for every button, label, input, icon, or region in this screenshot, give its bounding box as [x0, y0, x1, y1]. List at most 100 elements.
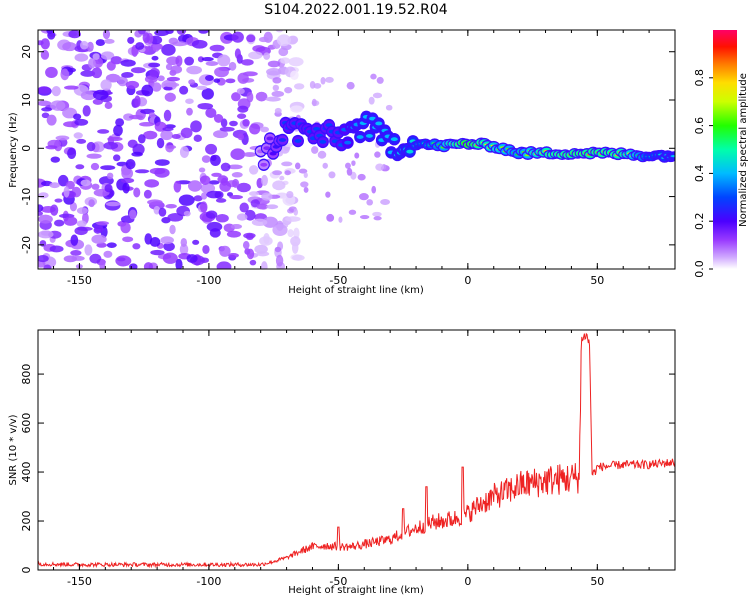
heatmap-noise-cell: [256, 251, 270, 257]
heatmap-y-tick-label: -10: [20, 188, 33, 206]
heatmap-noise-cell: [345, 162, 351, 169]
heatmap-noise-cell: [122, 182, 130, 194]
heatmap-noise-cell: [104, 184, 113, 193]
heatmap-noise-cell: [317, 150, 327, 159]
heatmap-noise-cell: [213, 78, 221, 83]
heatmap-noise-cell: [103, 141, 119, 150]
heatmap-noise-cell: [276, 34, 292, 47]
heatmap-noise-cell: [237, 133, 245, 141]
heatmap-noise-cell: [251, 218, 268, 227]
heatmap-noise-cell: [130, 67, 146, 74]
heatmap-noise-cell: [272, 84, 280, 92]
colorbar-tick-label: 0.0: [693, 260, 706, 278]
heatmap-noise-cell: [293, 208, 299, 216]
heatmap-noise-cell: [38, 211, 43, 216]
heatmap-noise-cell: [211, 172, 222, 177]
heatmap-noise-cell: [76, 220, 87, 228]
heatmap-noise-cell: [38, 86, 51, 94]
heatmap-noise-cell: [278, 47, 289, 57]
heatmap-noise-cell: [148, 62, 161, 68]
heatmap-noise-cell: [193, 195, 203, 202]
heatmap-noise-cell: [115, 255, 132, 267]
colorbar-label: Normalized spectral amplitude: [738, 73, 749, 227]
heatmap-noise-cell: [350, 171, 357, 180]
heatmap-noise-cell: [325, 191, 331, 198]
heatmap-noise-cell: [208, 180, 220, 185]
heatmap-noise-cell: [303, 186, 309, 193]
heatmap-x-axis-label: Height of straight line (km): [288, 285, 424, 296]
heatmap-noise-cell: [86, 41, 94, 52]
heatmap-noise-cell: [39, 240, 47, 247]
heatmap-signal-core: [365, 134, 373, 138]
heatmap-noise-cell: [284, 86, 293, 94]
heatmap-noise-cell: [143, 262, 153, 269]
heatmap-noise-cell: [232, 178, 240, 188]
heatmap-noise-cell: [248, 191, 259, 197]
figure-title: S104.2022.001.19.52.R04: [264, 2, 447, 18]
colorbar-ticks: 0.0 0.2 0.4 0.6 0.8: [693, 69, 713, 278]
heatmap-noise-cell: [183, 210, 191, 217]
heatmap-noise-cell: [166, 76, 181, 82]
heatmap-noise-cell: [107, 136, 123, 142]
heatmap-noise-cell: [359, 193, 369, 201]
heatmap-noise-cell: [95, 39, 106, 46]
heatmap-noise-cell: [284, 170, 291, 176]
colorbar-tick-label: 0.4: [693, 165, 706, 183]
heatmap-noise-cell: [285, 216, 301, 222]
heatmap-noise-cell: [175, 55, 183, 67]
heatmap-noise-cell: [236, 213, 248, 221]
heatmap-noise-cell: [193, 134, 202, 142]
heatmap-noise-cell: [190, 120, 202, 133]
heatmap-noise-cell: [76, 138, 87, 144]
heatmap-noise-cell: [372, 92, 383, 99]
heatmap-noise-cell: [125, 80, 140, 89]
heatmap-noise-cell: [226, 230, 242, 238]
heatmap-noise-cell: [94, 225, 104, 233]
heatmap-noise-cell: [137, 30, 146, 35]
heatmap-noise-cell: [200, 201, 208, 213]
heatmap-noise-cell: [229, 194, 243, 200]
heatmap-noise-cell: [209, 44, 225, 52]
heatmap-noise-cell: [186, 254, 198, 263]
heatmap-noise-cell: [243, 152, 257, 157]
snr-x-tick-label: 50: [590, 575, 604, 588]
heatmap-noise-cell: [267, 60, 281, 68]
heatmap-y-tick-label: -20: [20, 236, 33, 254]
heatmap-noise-cell: [143, 130, 158, 140]
heatmap-noise-cell: [237, 105, 249, 113]
heatmap-noise-cell: [260, 261, 268, 269]
heatmap-noise-cell: [106, 172, 114, 180]
heatmap-noise-cell: [205, 61, 219, 66]
heatmap-noise-cell: [220, 162, 231, 172]
heatmap-noise-cell: [139, 122, 155, 127]
heatmap-noise-cell: [186, 107, 193, 116]
heatmap-noise-cell: [219, 245, 231, 257]
heatmap-noise-cell: [206, 190, 222, 199]
heatmap-noise-cell: [38, 192, 49, 199]
heatmap-noise-cell: [229, 120, 238, 127]
heatmap-noise-cell: [91, 234, 107, 245]
heatmap-signal-core: [263, 146, 271, 151]
heatmap-noise-cell: [272, 170, 283, 176]
heatmap-noise-cell: [272, 224, 288, 236]
heatmap-noise-cell: [246, 248, 255, 260]
heatmap-noise-cell: [180, 127, 193, 139]
heatmap-x-tick-label: -100: [196, 274, 221, 287]
heatmap-noise-cell: [210, 154, 221, 167]
heatmap-noise-cell: [70, 234, 79, 246]
heatmap-noise-cell: [201, 155, 211, 163]
heatmap-noise-cell: [373, 216, 382, 221]
heatmap-noise-cell: [202, 244, 210, 254]
heatmap-noise-cell: [160, 129, 173, 141]
heatmap-noise-cell: [198, 30, 209, 34]
heatmap-signal-core: [344, 140, 352, 145]
heatmap-noise-cell: [239, 202, 249, 213]
heatmap-noise-cell: [151, 55, 159, 61]
heatmap-noise-cell: [293, 83, 305, 90]
heatmap-noise-cell: [113, 124, 123, 137]
heatmap-noise-cell: [38, 214, 53, 224]
heatmap-noise-cell: [280, 57, 291, 64]
heatmap-noise-cell: [201, 192, 208, 200]
heatmap-noise-cell: [91, 67, 103, 79]
